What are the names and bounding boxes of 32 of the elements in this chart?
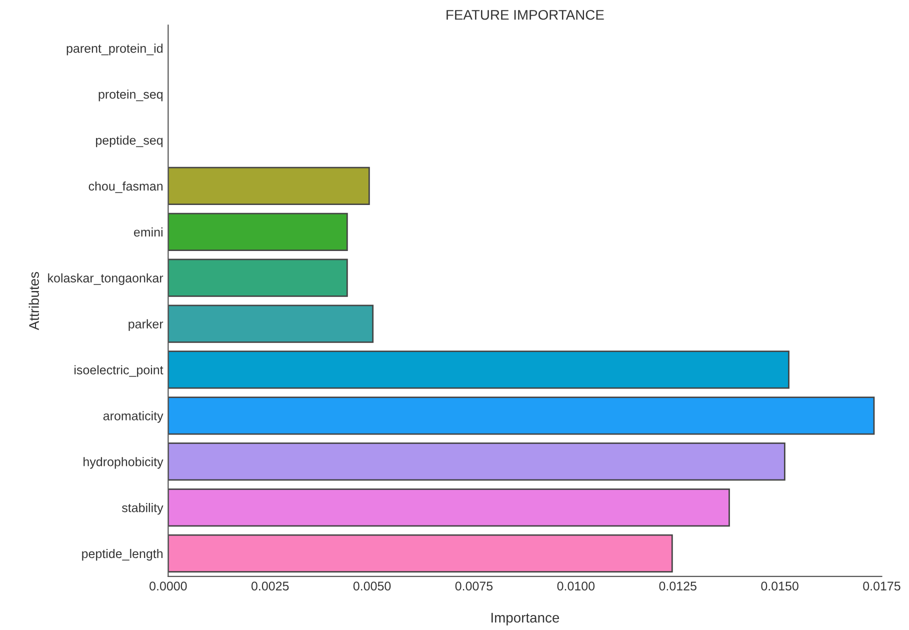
- y-tick-label: protein_seq: [98, 90, 163, 102]
- x-tick-label: 0.0050: [353, 582, 391, 590]
- chart-title: FEATURE IMPORTANCE: [446, 10, 604, 20]
- bar: [168, 442, 786, 481]
- bar: [168, 304, 374, 343]
- y-tick-label: isoelectric_point: [74, 365, 164, 377]
- y-tick-label: chou_fasman: [88, 181, 162, 193]
- y-tick-label: parker: [128, 319, 164, 331]
- bar: [168, 350, 790, 389]
- y-tick-label: aromaticity: [103, 411, 164, 423]
- x-tick-label: 0.0150: [761, 582, 798, 590]
- y-tick-label: stability: [122, 503, 164, 515]
- y-tick-label: peptide_seq: [96, 136, 163, 148]
- y-tick-label: parent_protein_id: [66, 44, 163, 56]
- x-tick-label: 0.0175: [863, 582, 900, 590]
- y-tick-label: peptide_length: [82, 548, 162, 561]
- bar: [168, 396, 875, 435]
- bar: [168, 488, 730, 527]
- y-tick-label: emini: [134, 227, 162, 237]
- x-tick-label: 0.0025: [251, 582, 289, 590]
- x-tick-label: 0.0100: [557, 582, 595, 590]
- bar: [168, 212, 348, 251]
- bar: [168, 166, 370, 206]
- bar: [168, 258, 348, 297]
- bar: [168, 534, 673, 573]
- y-tick-label: kolaskar_tongaonkar: [48, 273, 164, 285]
- x-tick-label: 0.0000: [150, 582, 187, 590]
- x-tick-label: 0.0125: [659, 582, 696, 590]
- x-tick-label: 0.0075: [455, 582, 493, 590]
- y-tick-label: hydrophobicity: [84, 457, 164, 469]
- x-axis-title: Importance: [491, 612, 560, 626]
- y-axis-title: Attributes: [28, 272, 39, 330]
